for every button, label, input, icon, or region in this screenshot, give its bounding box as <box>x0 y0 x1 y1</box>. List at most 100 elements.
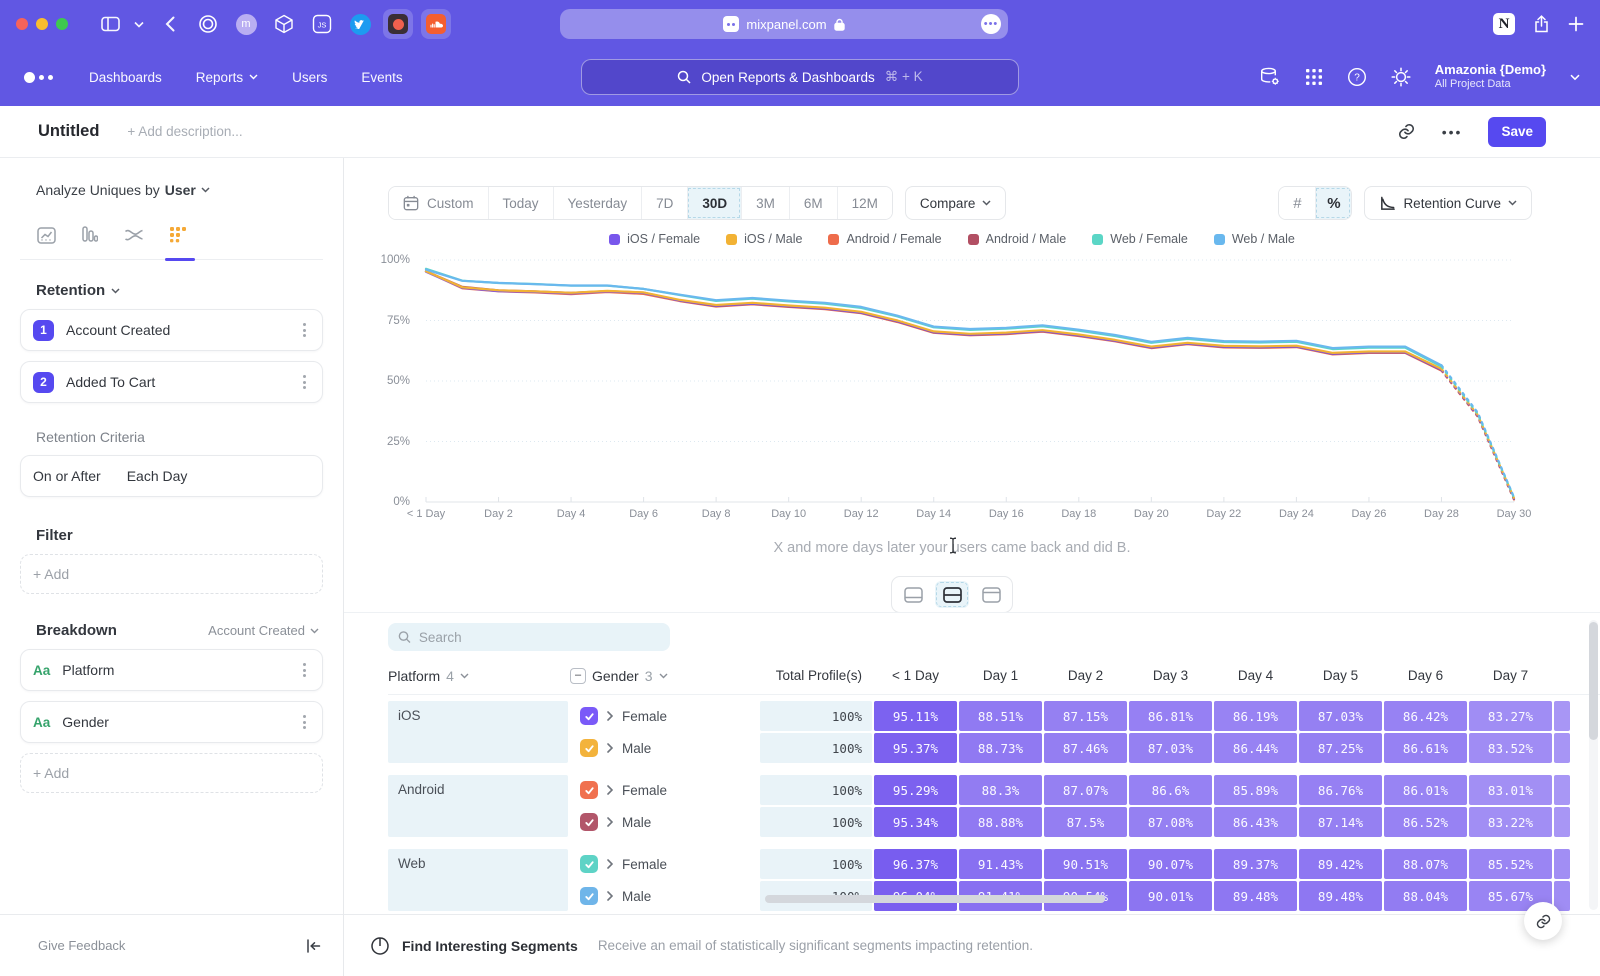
retention-value-cell[interactable]: 90.01% <box>1129 881 1212 911</box>
retention-value-cell[interactable]: 87.07% <box>1044 775 1127 805</box>
find-segments-link[interactable]: Find Interesting Segments <box>402 937 578 954</box>
expand-chevron-icon[interactable] <box>607 817 613 827</box>
minimize-window-button[interactable] <box>36 18 48 30</box>
row-checkbox[interactable] <box>580 813 598 831</box>
expand-chevron-icon[interactable] <box>607 785 613 795</box>
copy-link-icon[interactable] <box>1397 122 1416 141</box>
kebab-menu-icon[interactable] <box>299 319 310 341</box>
soundcloud-icon[interactable] <box>421 9 451 39</box>
close-window-button[interactable] <box>16 18 28 30</box>
help-icon[interactable]: ? <box>1347 67 1367 87</box>
filter-add-button[interactable]: + Add <box>20 554 323 594</box>
row-checkbox[interactable] <box>580 781 598 799</box>
add-description[interactable]: + Add description... <box>127 124 243 139</box>
retention-value-cell[interactable]: 85.52% <box>1469 849 1552 879</box>
range-30d[interactable]: 30D <box>687 187 742 219</box>
column-header-day[interactable]: Day 4 <box>1237 668 1274 683</box>
nav-users[interactable]: Users <box>292 69 328 85</box>
layout-split-button[interactable] <box>935 581 969 608</box>
retention-value-cell[interactable]: 90.07% <box>1129 849 1212 879</box>
retention-value-cell[interactable]: 83.52% <box>1469 733 1552 763</box>
back-button[interactable] <box>165 16 175 32</box>
gender-row-female[interactable]: Female <box>570 849 758 879</box>
range-3m[interactable]: 3M <box>741 187 789 219</box>
retention-value-cell[interactable]: 90.51% <box>1044 849 1127 879</box>
layout-table-focus-button[interactable] <box>974 581 1008 608</box>
range-today[interactable]: Today <box>487 187 553 219</box>
mixpanel-logo[interactable] <box>24 71 53 83</box>
tab-dark-app-icon[interactable] <box>383 9 413 39</box>
retention-value-cell[interactable]: 88.88% <box>959 807 1042 837</box>
collapse-sidebar-icon[interactable] <box>306 938 321 953</box>
chevron-down-icon[interactable] <box>134 21 144 28</box>
breakdown-platform[interactable]: Aa Platform <box>20 649 323 691</box>
retention-value-cell[interactable]: 87.03% <box>1129 733 1212 763</box>
avatar-m-icon[interactable]: m <box>231 9 261 39</box>
row-checkbox[interactable] <box>580 855 598 873</box>
retention-value-cell[interactable]: 87.46% <box>1044 733 1127 763</box>
kebab-menu-icon[interactable] <box>299 659 310 681</box>
bird-icon[interactable] <box>345 9 375 39</box>
row-checkbox[interactable] <box>580 887 598 905</box>
range-6m[interactable]: 6M <box>788 187 837 219</box>
project-switcher[interactable]: Amazonia {Demo} All Project Data <box>1435 62 1546 92</box>
tab-insights[interactable] <box>36 216 56 254</box>
retention-value-cell[interactable]: 87.03% <box>1299 701 1382 731</box>
range-yesterday[interactable]: Yesterday <box>552 187 642 219</box>
series-line-ios-male[interactable] <box>1440 367 1516 500</box>
url-more-button[interactable]: ••• <box>981 14 1001 34</box>
settings-gear-icon[interactable] <box>1391 67 1411 87</box>
legend-item[interactable]: iOS / Male <box>726 232 802 246</box>
series-line-web-female[interactable] <box>424 267 1443 368</box>
nav-dashboards[interactable]: Dashboards <box>89 69 162 85</box>
share-icon[interactable] <box>1533 15 1550 33</box>
expand-chevron-icon[interactable] <box>607 711 613 721</box>
retention-value-cell[interactable]: 86.44% <box>1214 733 1297 763</box>
retention-value-cell[interactable]: 91.43% <box>959 849 1042 879</box>
vertical-scrollbar-thumb[interactable] <box>1589 622 1598 740</box>
more-options-button[interactable]: ••• <box>1441 123 1463 140</box>
maximize-window-button[interactable] <box>56 18 68 30</box>
horizontal-scrollbar-thumb[interactable] <box>765 895 1105 903</box>
retention-value-cell[interactable]: 87.15% <box>1044 701 1127 731</box>
criteria-mode[interactable]: On or After <box>33 468 101 484</box>
kebab-menu-icon[interactable] <box>299 371 310 393</box>
column-header-platform[interactable]: Platform 4 <box>388 668 568 684</box>
platform-cell[interactable]: Android <box>388 775 568 837</box>
nav-reports[interactable]: Reports <box>196 70 258 85</box>
retention-value-cell[interactable]: 86.19% <box>1214 701 1297 731</box>
column-header-day[interactable]: Day 1 <box>982 668 1019 683</box>
global-search[interactable]: Open Reports & Dashboards ⌘ + K <box>581 59 1019 95</box>
retention-value-cell[interactable]: 88.73% <box>959 733 1042 763</box>
retention-value-cell[interactable]: 86.43% <box>1214 807 1297 837</box>
notion-icon[interactable]: N <box>1493 13 1515 35</box>
retention-value-cell[interactable]: 86.76% <box>1299 775 1382 805</box>
column-header-total[interactable]: Total Profile(s) <box>775 668 862 683</box>
table-search[interactable] <box>388 623 670 651</box>
column-header-day[interactable]: Day 3 <box>1152 668 1189 683</box>
extension-ring-icon[interactable] <box>193 9 223 39</box>
tab-flows[interactable] <box>124 216 144 254</box>
new-tab-plus-icon[interactable] <box>1568 16 1584 32</box>
row-checkbox[interactable] <box>580 707 598 725</box>
retention-value-cell[interactable]: 88.04% <box>1384 881 1467 911</box>
retention-value-cell[interactable]: 86.81% <box>1129 701 1212 731</box>
criteria-interval[interactable]: Each Day <box>126 468 188 484</box>
breakdown-scope-dropdown[interactable]: Account Created <box>208 623 319 638</box>
column-header-day[interactable]: Day 5 <box>1322 668 1359 683</box>
retention-value-cell[interactable]: 83.27% <box>1469 701 1552 731</box>
retention-value-cell[interactable]: 88.3% <box>959 775 1042 805</box>
retention-value-cell[interactable]: 86.42% <box>1384 701 1467 731</box>
retention-value-cell[interactable]: 85.89% <box>1214 775 1297 805</box>
retention-value-cell[interactable]: 86.52% <box>1384 807 1467 837</box>
range-12m[interactable]: 12M <box>836 187 892 219</box>
legend-item[interactable]: Web / Male <box>1213 232 1295 246</box>
tab-funnels[interactable] <box>80 216 100 254</box>
series-line-web-male[interactable] <box>1440 364 1516 499</box>
series-line-android-male[interactable] <box>1440 369 1516 501</box>
gender-row-female[interactable]: Female <box>570 701 758 731</box>
retention-section-label[interactable]: Retention <box>36 282 106 299</box>
retention-value-cell[interactable]: 96.37% <box>874 849 957 879</box>
expand-chevron-icon[interactable] <box>607 891 613 901</box>
cube-icon[interactable] <box>269 9 299 39</box>
